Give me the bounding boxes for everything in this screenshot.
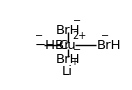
- Text: Cu: Cu: [58, 39, 76, 52]
- Text: −HBr: −HBr: [35, 39, 70, 52]
- Text: −: −: [101, 31, 109, 41]
- Text: −: −: [35, 31, 43, 41]
- Text: BrH: BrH: [96, 39, 121, 52]
- Text: 2+: 2+: [72, 31, 86, 41]
- Text: BrH: BrH: [55, 24, 80, 37]
- Text: −: −: [73, 45, 81, 55]
- Text: Li: Li: [62, 65, 73, 78]
- Text: +: +: [70, 57, 78, 67]
- Text: BrH: BrH: [55, 53, 80, 66]
- Text: −: −: [73, 16, 81, 26]
